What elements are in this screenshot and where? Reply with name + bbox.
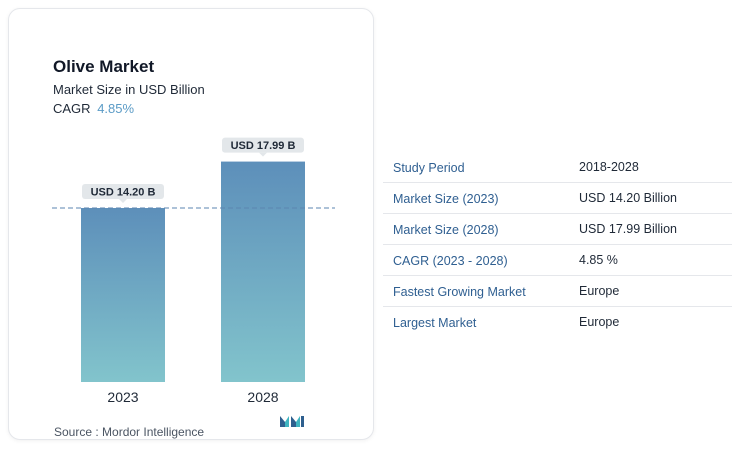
source-note: Source : Mordor Intelligence <box>54 425 205 439</box>
table-row-label: Largest Market <box>393 316 477 330</box>
x-tick-label: 2023 <box>107 389 138 405</box>
data-label-2028: USD 17.99 B <box>222 137 304 157</box>
table-row-label: CAGR (2023 - 2028) <box>393 254 508 268</box>
table-row: Market Size (2028) USD 17.99 Billion <box>383 214 732 245</box>
table-row: Fastest Growing Market Europe <box>383 276 732 307</box>
bar-chart: USD 14.20 B 2023 USD 17.99 B 2028 <box>52 137 335 405</box>
table-row-label: Market Size (2023) <box>393 192 499 206</box>
mordor-intelligence-logo-icon <box>280 416 304 427</box>
data-label-text: USD 17.99 B <box>231 140 296 152</box>
table-row-value: USD 17.99 Billion <box>579 222 677 236</box>
x-tick-label: 2028 <box>247 389 278 405</box>
cagr-label: CAGR <box>53 101 91 116</box>
cagr-value: 4.85% <box>97 101 135 116</box>
table-row-value: 4.85 % <box>579 253 618 267</box>
bar-2023 <box>81 208 165 382</box>
bar-2028 <box>221 161 305 382</box>
chart-subtitle: Market Size in USD Billion <box>53 82 205 97</box>
market-stats-table: Study Period 2018-2028 Market Size (2023) U… <box>383 152 732 337</box>
cagr-line: CAGR 4.85% <box>53 101 134 116</box>
table-row: Study Period 2018-2028 <box>383 152 732 183</box>
table-row-value: 2018-2028 <box>579 160 639 174</box>
chart-title: Olive Market <box>53 57 155 76</box>
data-label-text: USD 14.20 B <box>91 187 156 199</box>
table-row-value: USD 14.20 Billion <box>579 191 677 205</box>
market-card: Olive Market Market Size in USD Billion … <box>8 8 374 440</box>
table-row-value: Europe <box>579 315 620 329</box>
table-row: Market Size (2023) USD 14.20 Billion <box>383 183 732 214</box>
table-row-value: Europe <box>579 284 620 298</box>
table-row: Largest Market Europe <box>383 307 732 337</box>
table-row-label: Study Period <box>393 161 465 175</box>
table-row: CAGR (2023 - 2028) 4.85 % <box>383 245 732 276</box>
data-label-2023: USD 14.20 B <box>82 184 164 204</box>
table-row-label: Fastest Growing Market <box>393 285 526 299</box>
table-row-label: Market Size (2028) <box>393 223 499 237</box>
